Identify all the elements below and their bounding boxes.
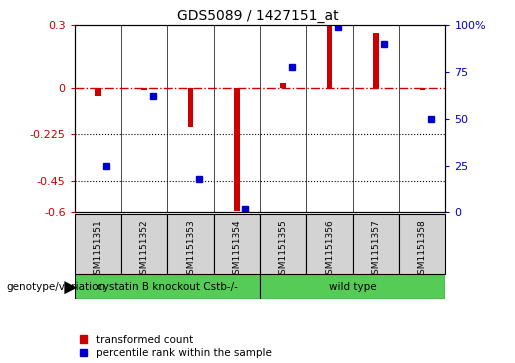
Bar [167,214,214,274]
Text: cystatin B knockout Cstb-/-: cystatin B knockout Cstb-/- [97,282,238,292]
Text: GSM1151353: GSM1151353 [186,219,195,280]
Bar [306,214,353,274]
Bar [260,274,445,299]
Text: GSM1151352: GSM1151352 [140,219,149,280]
Text: GSM1151354: GSM1151354 [232,219,242,280]
Bar [420,88,425,90]
Bar [75,274,260,299]
Bar [214,214,260,274]
Text: GSM1151351: GSM1151351 [93,219,102,280]
Legend: transformed count, percentile rank within the sample: transformed count, percentile rank withi… [80,335,271,358]
Bar [353,214,399,274]
Bar [281,82,286,88]
Text: GDS5089 / 1427151_at: GDS5089 / 1427151_at [177,9,338,23]
Text: GSM1151355: GSM1151355 [279,219,288,280]
Bar [95,88,100,96]
Bar [121,214,167,274]
Bar [142,88,147,90]
Bar [327,26,332,88]
Text: GSM1151356: GSM1151356 [325,219,334,280]
Bar [234,88,239,211]
Bar [399,214,445,274]
Text: GSM1151357: GSM1151357 [371,219,381,280]
Text: GSM1151358: GSM1151358 [418,219,427,280]
Bar [75,214,121,274]
Bar [188,88,193,127]
Polygon shape [64,281,77,294]
Text: genotype/variation: genotype/variation [6,282,105,292]
Bar [373,33,379,88]
Bar [260,214,306,274]
Text: wild type: wild type [329,282,376,292]
